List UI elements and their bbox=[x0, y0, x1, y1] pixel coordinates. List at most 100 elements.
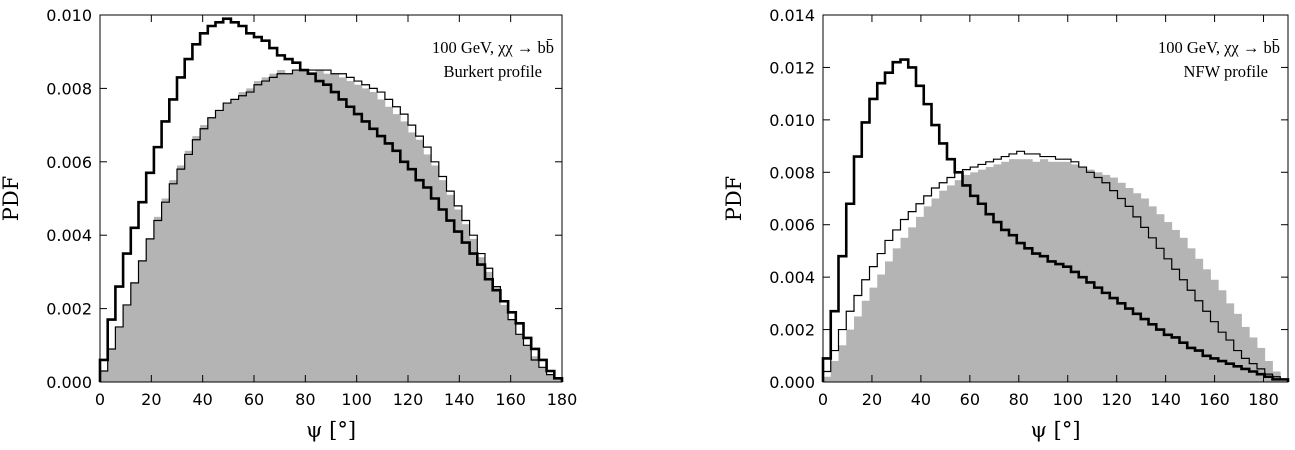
burkert-filled-bar-17 bbox=[230, 99, 239, 382]
burkert-filled-bar-20 bbox=[254, 81, 263, 382]
burkert-filled-bar-12 bbox=[192, 136, 201, 382]
nfw-filled-bar-8 bbox=[885, 261, 894, 382]
nfw-filled-bar-1 bbox=[830, 361, 839, 382]
burkert-filled-bar-5 bbox=[138, 260, 147, 382]
nfw-filled-bar-25 bbox=[1016, 159, 1025, 382]
burkert-panel: 0 20 40 60 80 100 120 140 160 180 0.000 0.002 0.004 0… bbox=[0, 6, 577, 442]
burkert-filled-bar-49 bbox=[477, 257, 486, 382]
nfw-filled-bar-34 bbox=[1086, 169, 1095, 382]
burkert-filled-bar-21 bbox=[261, 77, 270, 382]
nfw-filled-bar-53 bbox=[1233, 313, 1242, 382]
burkert-y-axis-label: PDF bbox=[0, 176, 23, 222]
burkert-filled-bar-32 bbox=[346, 81, 355, 382]
nfw-panel: 0 20 40 60 80 100 120 140 160 180 0.000 0.002 0.004 0… bbox=[722, 6, 1290, 442]
nfw-filled-bar-23 bbox=[1001, 161, 1010, 382]
burkert-filled-bar-0 bbox=[100, 370, 109, 382]
burkert-x-axis-label: ψ [°] bbox=[306, 418, 356, 442]
burkert-filled-bar-6 bbox=[146, 238, 155, 382]
nfw-xtick-label-0: 0 bbox=[818, 390, 828, 409]
nfw-filled-bar-22 bbox=[993, 164, 1002, 382]
burkert-xtick-label-80: 80 bbox=[295, 390, 315, 409]
burkert-filled-bar-3 bbox=[123, 304, 132, 382]
burkert-filled-bar-40 bbox=[408, 132, 417, 382]
nfw-filled-bar-56 bbox=[1257, 347, 1266, 382]
nfw-ytick-label-0.012: 0.012 bbox=[769, 58, 815, 77]
nfw-filled-bar-42 bbox=[1148, 206, 1157, 382]
nfw-filled-bar-35 bbox=[1094, 172, 1103, 382]
burkert-axes-frame bbox=[99, 14, 563, 383]
nfw-filled-bar-43 bbox=[1156, 214, 1165, 382]
burkert-filled-bar-22 bbox=[269, 73, 278, 382]
burkert-filled-bar-46 bbox=[454, 209, 463, 382]
burkert-xtick-label-140: 140 bbox=[444, 390, 475, 409]
burkert-filled-bar-9 bbox=[169, 180, 178, 382]
burkert-filled-bar-15 bbox=[215, 110, 224, 383]
burkert-ytick-label-0.000: 0.000 bbox=[46, 373, 92, 392]
burkert-filled-bar-10 bbox=[177, 165, 186, 382]
burkert-filled-bar-31 bbox=[338, 77, 347, 382]
burkert-xtick-label-120: 120 bbox=[393, 390, 424, 409]
nfw-ytick-label-0.006: 0.006 bbox=[769, 216, 815, 235]
nfw-filled-bar-44 bbox=[1164, 222, 1173, 382]
nfw-x-axis-label: ψ [°] bbox=[1030, 418, 1080, 442]
burkert-filled-bar-54 bbox=[515, 334, 524, 382]
burkert-filled-bar-13 bbox=[200, 125, 209, 382]
nfw-ytick-label-0.008: 0.008 bbox=[769, 163, 815, 182]
nfw-filled-bar-26 bbox=[1024, 159, 1033, 382]
nfw-y-axis-label: PDF bbox=[722, 176, 746, 222]
nfw-filled-bar-14 bbox=[931, 198, 940, 382]
burkert-filled-bar-57 bbox=[538, 367, 547, 382]
burkert-filled-bar-59 bbox=[554, 378, 563, 382]
nfw-filled-bar-46 bbox=[1179, 237, 1188, 382]
burkert-thin-line-step bbox=[99, 69, 563, 382]
nfw-filled-bar-20 bbox=[978, 169, 987, 382]
burkert-filled-bar-34 bbox=[361, 88, 370, 383]
burkert-filled-bar-29 bbox=[323, 73, 332, 382]
nfw-ticks: 0 20 40 60 80 100 120 140 160 180 0.000 0.002 0.004 0… bbox=[769, 6, 1288, 409]
nfw-thin-line-step bbox=[822, 150, 1289, 382]
nfw-filled-bar-2 bbox=[838, 345, 847, 382]
nfw-filled-bar-30 bbox=[1055, 161, 1064, 382]
nfw-filled-bar-55 bbox=[1249, 337, 1258, 382]
burkert-ytick-label-0.002: 0.002 bbox=[46, 300, 92, 319]
nfw-xtick-label-60: 60 bbox=[960, 390, 980, 409]
burkert-filled-bar-37 bbox=[384, 106, 393, 382]
burkert-filled-bar-55 bbox=[523, 345, 532, 382]
nfw-filled-bar-12 bbox=[916, 216, 925, 382]
nfw-filled-bar-3 bbox=[846, 329, 855, 382]
burkert-xtick-label-40: 40 bbox=[192, 390, 212, 409]
nfw-filled-bar-6 bbox=[869, 287, 878, 382]
burkert-annotation-line2: Burkert profile bbox=[443, 62, 542, 81]
burkert-filled-bar-52 bbox=[500, 304, 509, 382]
nfw-xtick-label-100: 100 bbox=[1052, 390, 1083, 409]
burkert-filled-bar-39 bbox=[400, 121, 409, 383]
nfw-xtick-label-80: 80 bbox=[1009, 390, 1029, 409]
burkert-filled-bar-44 bbox=[438, 180, 447, 382]
burkert-filled-bar-18 bbox=[238, 92, 247, 382]
burkert-filled-bar-47 bbox=[461, 224, 470, 382]
nfw-filled-bar-10 bbox=[900, 237, 909, 382]
nfw-filled-bar-39 bbox=[1125, 188, 1134, 382]
burkert-filled-bar-14 bbox=[207, 117, 216, 382]
burkert-ytick-label-0.008: 0.008 bbox=[46, 79, 92, 98]
nfw-ytick-label-0.002: 0.002 bbox=[769, 321, 815, 340]
nfw-filled-bar-45 bbox=[1171, 229, 1180, 382]
nfw-filled-bar-37 bbox=[1109, 177, 1118, 382]
burkert-filled-bar-41 bbox=[415, 139, 424, 382]
nfw-filled-bar-41 bbox=[1140, 198, 1149, 382]
nfw-filled-bar-28 bbox=[1040, 159, 1049, 382]
nfw-filled-bar-51 bbox=[1218, 290, 1227, 382]
burkert-thick-line-step bbox=[98, 17, 564, 382]
burkert-filled-bar-28 bbox=[315, 70, 324, 383]
burkert-ticks: 0 20 40 60 80 100 120 140 160 180 0.000 0.002 0.004 0… bbox=[46, 6, 577, 409]
nfw-filled-bar-16 bbox=[947, 185, 956, 382]
burkert-xtick-label-60: 60 bbox=[244, 390, 264, 409]
burkert-filled-bar-33 bbox=[354, 84, 363, 382]
burkert-filled-bar-11 bbox=[184, 150, 193, 382]
nfw-filled-bar-40 bbox=[1133, 193, 1142, 382]
nfw-xtick-label-120: 120 bbox=[1101, 390, 1132, 409]
burkert-filled-bar-16 bbox=[223, 103, 232, 382]
nfw-filled-bar-47 bbox=[1187, 248, 1196, 382]
nfw-filled-bar-24 bbox=[1009, 159, 1018, 382]
nfw-ytick-label-0.004: 0.004 bbox=[769, 268, 815, 287]
